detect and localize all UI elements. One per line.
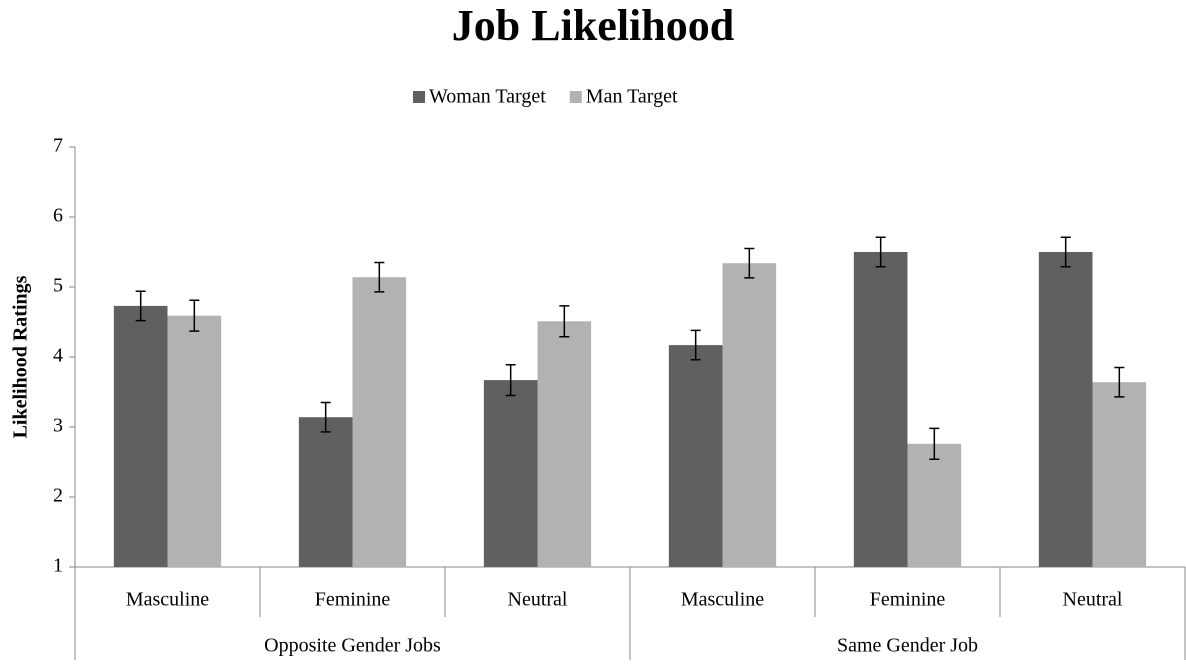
error-bar xyxy=(374,261,385,293)
legend-swatch xyxy=(569,91,582,103)
y-tick-label: 3 xyxy=(53,415,63,437)
error-bar xyxy=(559,305,570,338)
chart-title: Job Likelihood xyxy=(452,1,734,50)
bar xyxy=(907,443,962,567)
error-bar xyxy=(1060,236,1071,268)
x-tick-label: Neutral xyxy=(1063,589,1123,611)
bar xyxy=(1092,382,1147,567)
error-bar xyxy=(135,290,146,322)
bar xyxy=(537,321,592,567)
y-axis-label: Likelihood Ratings xyxy=(10,275,32,438)
y-tick-label: 5 xyxy=(53,275,63,297)
group-label: Opposite Gender Jobs xyxy=(264,635,441,657)
y-tick-label: 1 xyxy=(53,555,63,577)
error-bar xyxy=(189,299,200,332)
error-bar xyxy=(505,363,516,397)
bar xyxy=(483,380,538,567)
x-tick-label: Feminine xyxy=(870,589,946,611)
group-label: Same Gender Job xyxy=(837,635,978,657)
bar xyxy=(668,345,723,567)
y-tick-label: 2 xyxy=(53,485,63,507)
bar xyxy=(298,417,353,567)
bar xyxy=(853,252,908,567)
x-tick-label: Masculine xyxy=(681,589,764,611)
error-bar xyxy=(875,236,886,268)
bar xyxy=(1038,252,1093,567)
error-bar xyxy=(929,427,940,460)
x-tick-label: Feminine xyxy=(315,589,391,611)
bar xyxy=(722,263,777,567)
y-tick-label: 7 xyxy=(53,135,63,157)
legend-label: Man Target xyxy=(586,86,678,108)
x-tick-label: Masculine xyxy=(126,589,209,611)
bar xyxy=(167,315,222,567)
error-bar xyxy=(1114,366,1125,398)
error-bar xyxy=(690,329,701,361)
error-bar xyxy=(744,247,755,279)
legend-swatch xyxy=(413,91,425,103)
y-tick-label: 4 xyxy=(53,345,63,367)
y-tick-label: 6 xyxy=(53,205,63,227)
bar xyxy=(352,277,407,567)
x-tick-label: Neutral xyxy=(508,589,568,611)
legend-label: Woman Target xyxy=(429,86,546,108)
error-bar xyxy=(320,401,331,433)
bar xyxy=(113,305,168,567)
